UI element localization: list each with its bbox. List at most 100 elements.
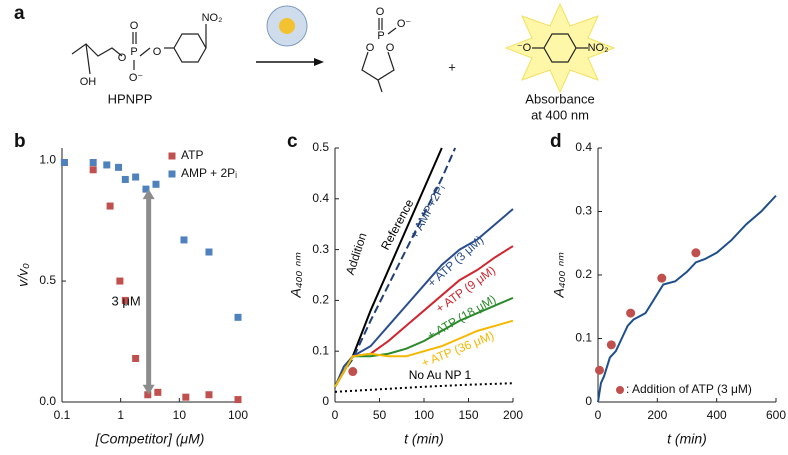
x-tick-label: 0.1 bbox=[54, 408, 71, 422]
y-tick-label: 0.0 bbox=[39, 394, 56, 408]
x-tick-label: 50 bbox=[373, 408, 387, 422]
data-point bbox=[121, 175, 129, 183]
atom-label: NO₂ bbox=[588, 42, 609, 54]
arrow-head bbox=[314, 58, 324, 66]
data-line bbox=[597, 194, 777, 403]
data-line bbox=[334, 296, 514, 388]
data-point bbox=[144, 391, 152, 399]
y-axis-label: v/v₀ bbox=[15, 263, 31, 287]
x-axis-label: [Competitor] (μM) bbox=[95, 431, 205, 447]
atom-label: ⁻O bbox=[517, 42, 532, 54]
data-point bbox=[121, 296, 129, 304]
addition-marker bbox=[657, 273, 667, 283]
atom-label: O bbox=[366, 42, 375, 54]
compound-name: HPNPP bbox=[108, 91, 153, 106]
panel-letter: d bbox=[550, 131, 562, 152]
data-point bbox=[132, 173, 140, 181]
data-point bbox=[234, 396, 242, 404]
data-line bbox=[334, 382, 514, 393]
y-tick-label: 0 bbox=[585, 394, 592, 408]
y-tick-label: 0.1 bbox=[312, 343, 329, 357]
atom-label: O⁻ bbox=[129, 72, 144, 84]
x-tick-label: 200 bbox=[647, 408, 667, 422]
data-point bbox=[89, 166, 97, 174]
y-axis-label: A₄₀₀ ₙₘ bbox=[551, 252, 567, 298]
panel-letter: c bbox=[287, 131, 298, 152]
cyclic-phosphate bbox=[361, 18, 397, 93]
phenolate-structure bbox=[532, 33, 588, 63]
x-tick-label: 10 bbox=[173, 408, 187, 422]
glow-star bbox=[504, 2, 616, 94]
reactant-structure bbox=[71, 24, 207, 75]
data-point bbox=[116, 277, 124, 285]
arrow-head bbox=[142, 189, 155, 200]
curve-label: No Au NP 1 bbox=[409, 368, 472, 382]
annotation-text: Addition bbox=[343, 231, 370, 277]
data-point bbox=[60, 159, 68, 167]
data-point bbox=[205, 248, 213, 256]
atom-label: O bbox=[386, 42, 395, 54]
addition-marker bbox=[348, 367, 358, 377]
x-tick-label: 100 bbox=[414, 408, 434, 422]
y-tick-label: 0 bbox=[322, 394, 329, 408]
data-point bbox=[132, 354, 140, 362]
x-tick-label: 400 bbox=[707, 408, 727, 422]
x-tick-label: 1 bbox=[117, 408, 124, 422]
atom-label: O bbox=[153, 46, 162, 58]
legend-swatch bbox=[168, 152, 176, 160]
y-tick-label: 0.2 bbox=[575, 267, 592, 281]
x-axis-label: t (min) bbox=[667, 431, 707, 447]
addition-marker bbox=[594, 365, 604, 375]
legend-label: ATP bbox=[181, 148, 203, 162]
data-point bbox=[142, 185, 150, 193]
x-axis-label: t (min) bbox=[404, 431, 444, 447]
y-tick-label: 0.4 bbox=[312, 191, 329, 205]
addition-marker bbox=[691, 248, 701, 258]
curve-label: Reference bbox=[378, 197, 417, 253]
x-tick-label: 100 bbox=[228, 408, 248, 422]
data-point bbox=[106, 202, 114, 210]
annotation-text: 3 μM bbox=[111, 293, 140, 308]
data-line bbox=[334, 319, 514, 388]
panel-letter: a bbox=[14, 3, 25, 24]
atom-label: OH bbox=[80, 76, 97, 88]
nanoparticle-icon bbox=[266, 5, 308, 47]
data-point bbox=[182, 393, 190, 401]
legend-swatch bbox=[616, 386, 624, 394]
x-tick-label: 0 bbox=[595, 408, 602, 422]
data-line bbox=[334, 147, 457, 388]
data-point bbox=[115, 163, 123, 171]
y-tick-label: 0.3 bbox=[312, 242, 329, 256]
atom-label: O⁻ bbox=[397, 18, 412, 30]
atom-label: O bbox=[376, 6, 385, 18]
data-point bbox=[180, 236, 188, 244]
data-point bbox=[234, 313, 242, 321]
data-point bbox=[152, 180, 160, 188]
caption-line: Absorbance bbox=[525, 91, 594, 106]
data-point bbox=[205, 391, 213, 399]
data-point bbox=[103, 161, 111, 169]
y-tick-label: 0.1 bbox=[575, 331, 592, 345]
y-tick-label: 1.0 bbox=[39, 152, 56, 166]
atom-label: O bbox=[118, 52, 127, 64]
atom-label: NO₂ bbox=[202, 12, 223, 24]
y-tick-label: 0.4 bbox=[575, 140, 592, 154]
y-axis-label: A₄₀₀ ₙₘ bbox=[288, 252, 304, 298]
y-tick-label: 0.3 bbox=[575, 204, 592, 218]
data-point bbox=[154, 388, 162, 396]
x-tick-label: 200 bbox=[503, 408, 523, 422]
addition-marker bbox=[606, 340, 616, 350]
caption-line: at 400 nm bbox=[531, 107, 589, 122]
legend-label: : Addition of ATP (3 μM) bbox=[626, 382, 752, 396]
legend-swatch bbox=[168, 170, 176, 178]
x-tick-label: 150 bbox=[458, 408, 478, 422]
addition-marker bbox=[626, 308, 636, 318]
y-tick-label: 0.2 bbox=[312, 293, 329, 307]
plus-sign: + bbox=[448, 59, 456, 74]
y-tick-label: 0.5 bbox=[312, 140, 329, 154]
data-point bbox=[89, 159, 97, 167]
panel-letter: b bbox=[14, 131, 26, 152]
arrow-head bbox=[142, 384, 155, 395]
atom-label: P bbox=[130, 46, 137, 58]
